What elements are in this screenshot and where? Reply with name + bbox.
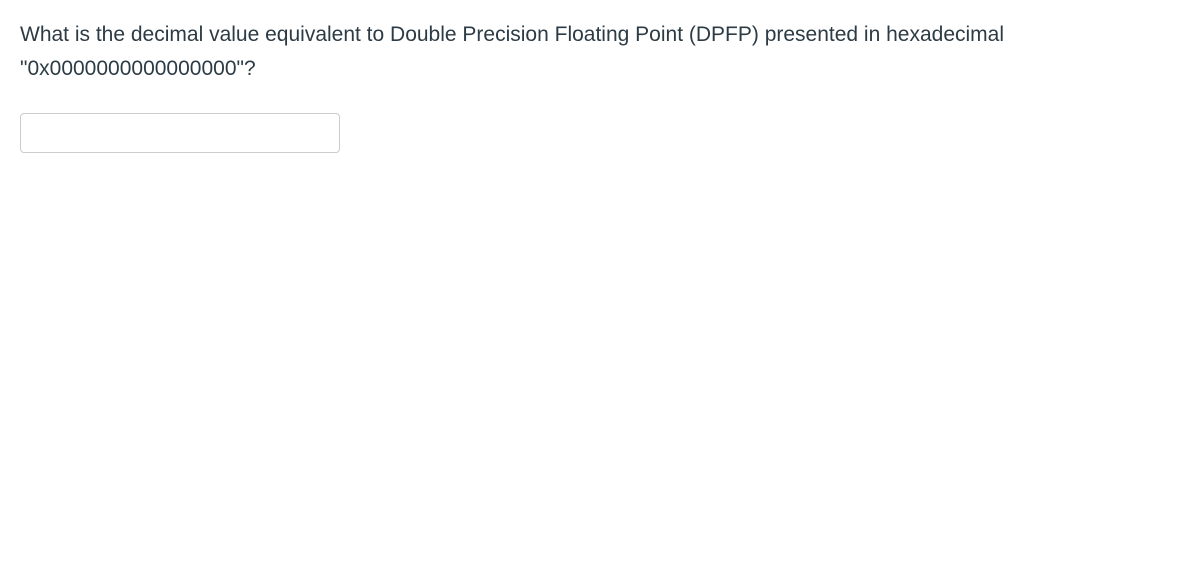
answer-input[interactable] — [20, 113, 340, 153]
question-text: What is the decimal value equivalent to … — [20, 18, 1180, 85]
